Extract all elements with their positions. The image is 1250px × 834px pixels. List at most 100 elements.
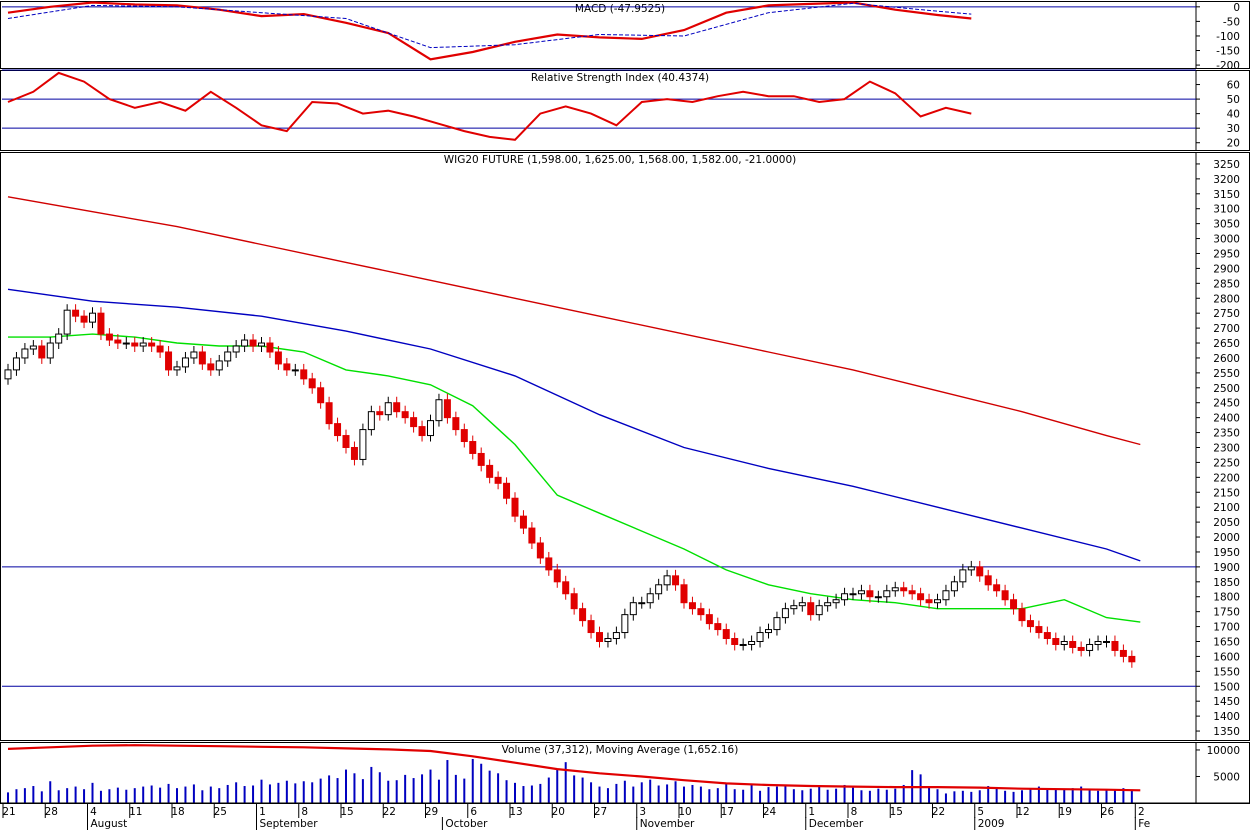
candle-body (443, 399, 451, 419)
candle-body (976, 566, 984, 577)
x-month-label: November (640, 818, 695, 830)
candle-body (714, 623, 722, 631)
x-day-label: 13 (509, 806, 522, 818)
y-tick-label: 1850 (1213, 577, 1240, 589)
y-tick-label: 30 (1227, 123, 1240, 135)
y-tick-label: 2150 (1213, 487, 1240, 499)
y-tick-label: 3050 (1213, 219, 1240, 231)
candle-body (435, 399, 443, 422)
candle-body (308, 378, 316, 389)
y-tick-label: 2400 (1213, 413, 1240, 425)
candle-body (646, 593, 654, 604)
candle-body (452, 417, 460, 431)
candle-body (756, 632, 764, 643)
candle-body (874, 596, 882, 599)
candle-body (29, 345, 37, 350)
candle-body (105, 333, 113, 341)
candle-body (190, 351, 198, 359)
y-tick-label: 2200 (1213, 472, 1240, 484)
candle-body (460, 429, 468, 443)
candle-body (857, 590, 865, 595)
y-tick-label: 2550 (1213, 368, 1240, 380)
candle-body (959, 569, 967, 583)
panel-title-0: MACD (-47.9525) (575, 3, 665, 15)
candle-body (207, 363, 215, 371)
candle-body (1119, 649, 1127, 657)
candle-body (1077, 646, 1085, 651)
x-day-label: 17 (721, 806, 734, 818)
y-tick-label: 2250 (1213, 457, 1240, 469)
candle-body (604, 638, 612, 643)
candle-body (638, 602, 646, 605)
candle-body (765, 629, 772, 634)
x-month-label: August (91, 818, 128, 830)
x-month-label: 2009 (978, 818, 1005, 830)
candle-body (72, 309, 80, 317)
candle-body (198, 351, 206, 365)
y-tick-label: 1800 (1213, 592, 1240, 604)
ma-medium-line (7, 288, 1141, 562)
candle-body (1026, 620, 1034, 628)
candle-body (739, 643, 747, 646)
y-tick-label: 1900 (1213, 562, 1240, 574)
y-tick-label: 40 (1227, 109, 1240, 121)
candle-body (359, 429, 367, 460)
candle-body (950, 581, 958, 592)
candle-body (934, 599, 941, 604)
candle-body (46, 342, 54, 359)
candle-body (469, 441, 477, 454)
candle-body (781, 608, 789, 619)
x-day-label: 25 (214, 806, 227, 818)
candle-body (300, 369, 308, 380)
y-tick-label: -150 (1216, 46, 1240, 58)
y-tick-label: 3000 (1213, 234, 1240, 246)
candle-body (38, 345, 46, 359)
candle-body (587, 620, 595, 634)
candle-body (503, 482, 511, 499)
panel-title-2: WIG20 FUTURE (1,598.00, 1,625.00, 1,568.… (444, 154, 797, 166)
candle-body (553, 569, 561, 583)
candle-body (798, 602, 806, 607)
y-tick-label: 1700 (1213, 622, 1240, 634)
candle-body (21, 348, 29, 359)
x-day-label: 12 (1016, 806, 1029, 818)
candle-body (942, 590, 950, 601)
y-tick-label: 20 (1227, 138, 1240, 150)
candle-body (917, 593, 925, 601)
x-day-label: 3 (639, 806, 646, 818)
candle-body (249, 339, 257, 347)
candle-body (900, 587, 908, 592)
y-tick-label: 2650 (1213, 338, 1240, 350)
candle-body (274, 351, 282, 365)
volume-ma-line (7, 744, 1141, 792)
y-tick-label: 3250 (1213, 159, 1240, 171)
y-tick-label: 3200 (1213, 174, 1240, 186)
candle-body (80, 315, 88, 323)
candle-body (579, 608, 587, 622)
candle-body (1001, 590, 1009, 601)
candle-body (1094, 641, 1102, 645)
candle-body (283, 363, 291, 371)
x-day-label: 8 (301, 806, 308, 818)
x-day-label: 5 (977, 806, 984, 818)
y-tick-label: 2050 (1213, 517, 1240, 529)
candle-body (325, 402, 333, 425)
candle-body (63, 309, 71, 335)
y-tick-label: 5000 (1213, 771, 1240, 783)
ma-long-line (7, 196, 1141, 446)
candle-body (165, 351, 173, 371)
candle-body (1111, 641, 1119, 651)
x-day-label: 29 (425, 806, 438, 818)
candle-body (672, 575, 680, 586)
candle-body (181, 357, 189, 368)
candle-body (773, 617, 781, 631)
y-tick-label: 50 (1227, 94, 1240, 106)
candle-body (376, 411, 384, 416)
panel-frame-2 (0, 152, 1250, 741)
candle-body (367, 411, 375, 431)
candle-body (317, 387, 325, 404)
candle-body (486, 464, 494, 478)
candle-body (1060, 641, 1068, 645)
candle-body (1018, 608, 1026, 622)
candle-body (224, 351, 232, 362)
